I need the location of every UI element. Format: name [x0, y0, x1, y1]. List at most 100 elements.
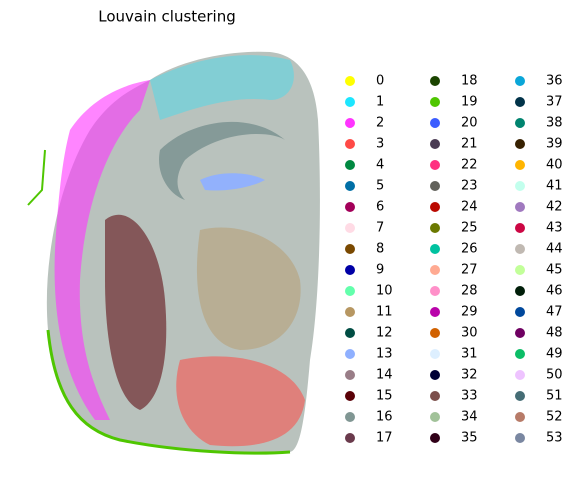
legend-marker [430, 286, 440, 296]
legend-marker [430, 265, 440, 275]
legend-marker [515, 223, 525, 233]
legend-label: 52 [546, 410, 563, 425]
legend-label: 28 [461, 284, 478, 299]
legend-marker [515, 328, 525, 338]
legend-label: 43 [546, 221, 563, 236]
legend-marker [430, 412, 440, 422]
legend-label: 10 [376, 284, 393, 299]
legend-label: 13 [376, 347, 393, 362]
legend-marker [430, 139, 440, 149]
legend-label: 36 [546, 74, 563, 89]
legend-label: 45 [546, 263, 563, 278]
legend-marker [515, 160, 525, 170]
legend-marker [345, 97, 355, 107]
legend-marker [430, 307, 440, 317]
legend-label: 34 [461, 410, 478, 425]
legend-label: 5 [376, 179, 384, 194]
legend-marker [345, 349, 355, 359]
legend-label: 14 [376, 368, 393, 383]
legend-label: 16 [376, 410, 393, 425]
legend-label: 25 [461, 221, 478, 236]
legend-label: 18 [461, 74, 478, 89]
legend-marker [515, 202, 525, 212]
legend-marker [430, 160, 440, 170]
legend-label: 44 [546, 242, 563, 257]
legend-marker [515, 391, 525, 401]
tissue [27, 51, 320, 455]
legend-marker [430, 223, 440, 233]
legend-marker [430, 433, 440, 443]
legend: 0123456789101112131415161718192021222324… [345, 74, 563, 446]
legend-label: 49 [546, 347, 563, 362]
legend-marker [345, 328, 355, 338]
legend-label: 40 [546, 158, 563, 173]
legend-label: 15 [376, 389, 393, 404]
legend-label: 4 [376, 158, 384, 173]
chart-title: Louvain clustering [98, 8, 236, 26]
legend-label: 26 [461, 242, 478, 257]
legend-marker [430, 349, 440, 359]
legend-label: 12 [376, 326, 393, 341]
legend-label: 3 [376, 137, 384, 152]
legend-label: 22 [461, 158, 478, 173]
legend-label: 0 [376, 74, 384, 89]
legend-label: 50 [546, 368, 563, 383]
legend-marker [515, 286, 525, 296]
legend-label: 19 [461, 95, 478, 110]
legend-marker [430, 118, 440, 128]
legend-label: 21 [461, 137, 478, 152]
legend-marker [345, 265, 355, 275]
legend-label: 47 [546, 305, 563, 320]
legend-label: 42 [546, 200, 563, 215]
legend-marker [345, 370, 355, 380]
legend-marker [430, 181, 440, 191]
legend-label: 27 [461, 263, 478, 278]
legend-marker [515, 97, 525, 107]
legend-label: 1 [376, 95, 384, 110]
legend-marker [345, 202, 355, 212]
legend-marker [430, 391, 440, 401]
legend-label: 37 [546, 95, 563, 110]
legend-marker [345, 391, 355, 401]
legend-marker [345, 118, 355, 128]
legend-label: 29 [461, 305, 478, 320]
legend-marker [515, 244, 525, 254]
legend-label: 48 [546, 326, 563, 341]
legend-marker [430, 244, 440, 254]
legend-marker [345, 307, 355, 317]
legend-label: 51 [546, 389, 563, 404]
legend-label: 2 [376, 116, 384, 131]
legend-marker [515, 349, 525, 359]
legend-marker [515, 118, 525, 128]
legend-label: 53 [546, 431, 563, 446]
legend-marker [515, 307, 525, 317]
legend-label: 8 [376, 242, 384, 257]
legend-label: 46 [546, 284, 563, 299]
legend-label: 39 [546, 137, 563, 152]
legend-marker [345, 223, 355, 233]
legend-label: 9 [376, 263, 384, 278]
legend-label: 35 [461, 431, 478, 446]
legend-marker [430, 97, 440, 107]
legend-label: 31 [461, 347, 478, 362]
legend-marker [430, 328, 440, 338]
legend-marker [515, 265, 525, 275]
legend-label: 23 [461, 179, 478, 194]
legend-label: 30 [461, 326, 478, 341]
legend-marker [515, 370, 525, 380]
legend-marker [345, 412, 355, 422]
legend-label: 38 [546, 116, 563, 131]
legend-label: 24 [461, 200, 478, 215]
legend-marker [515, 139, 525, 149]
legend-marker [430, 370, 440, 380]
legend-label: 20 [461, 116, 478, 131]
legend-marker [515, 76, 525, 86]
legend-marker [345, 139, 355, 149]
legend-marker [430, 76, 440, 86]
legend-label: 7 [376, 221, 384, 236]
legend-marker [345, 181, 355, 191]
legend-marker [430, 202, 440, 212]
legend-marker [515, 412, 525, 422]
legend-marker [345, 160, 355, 170]
